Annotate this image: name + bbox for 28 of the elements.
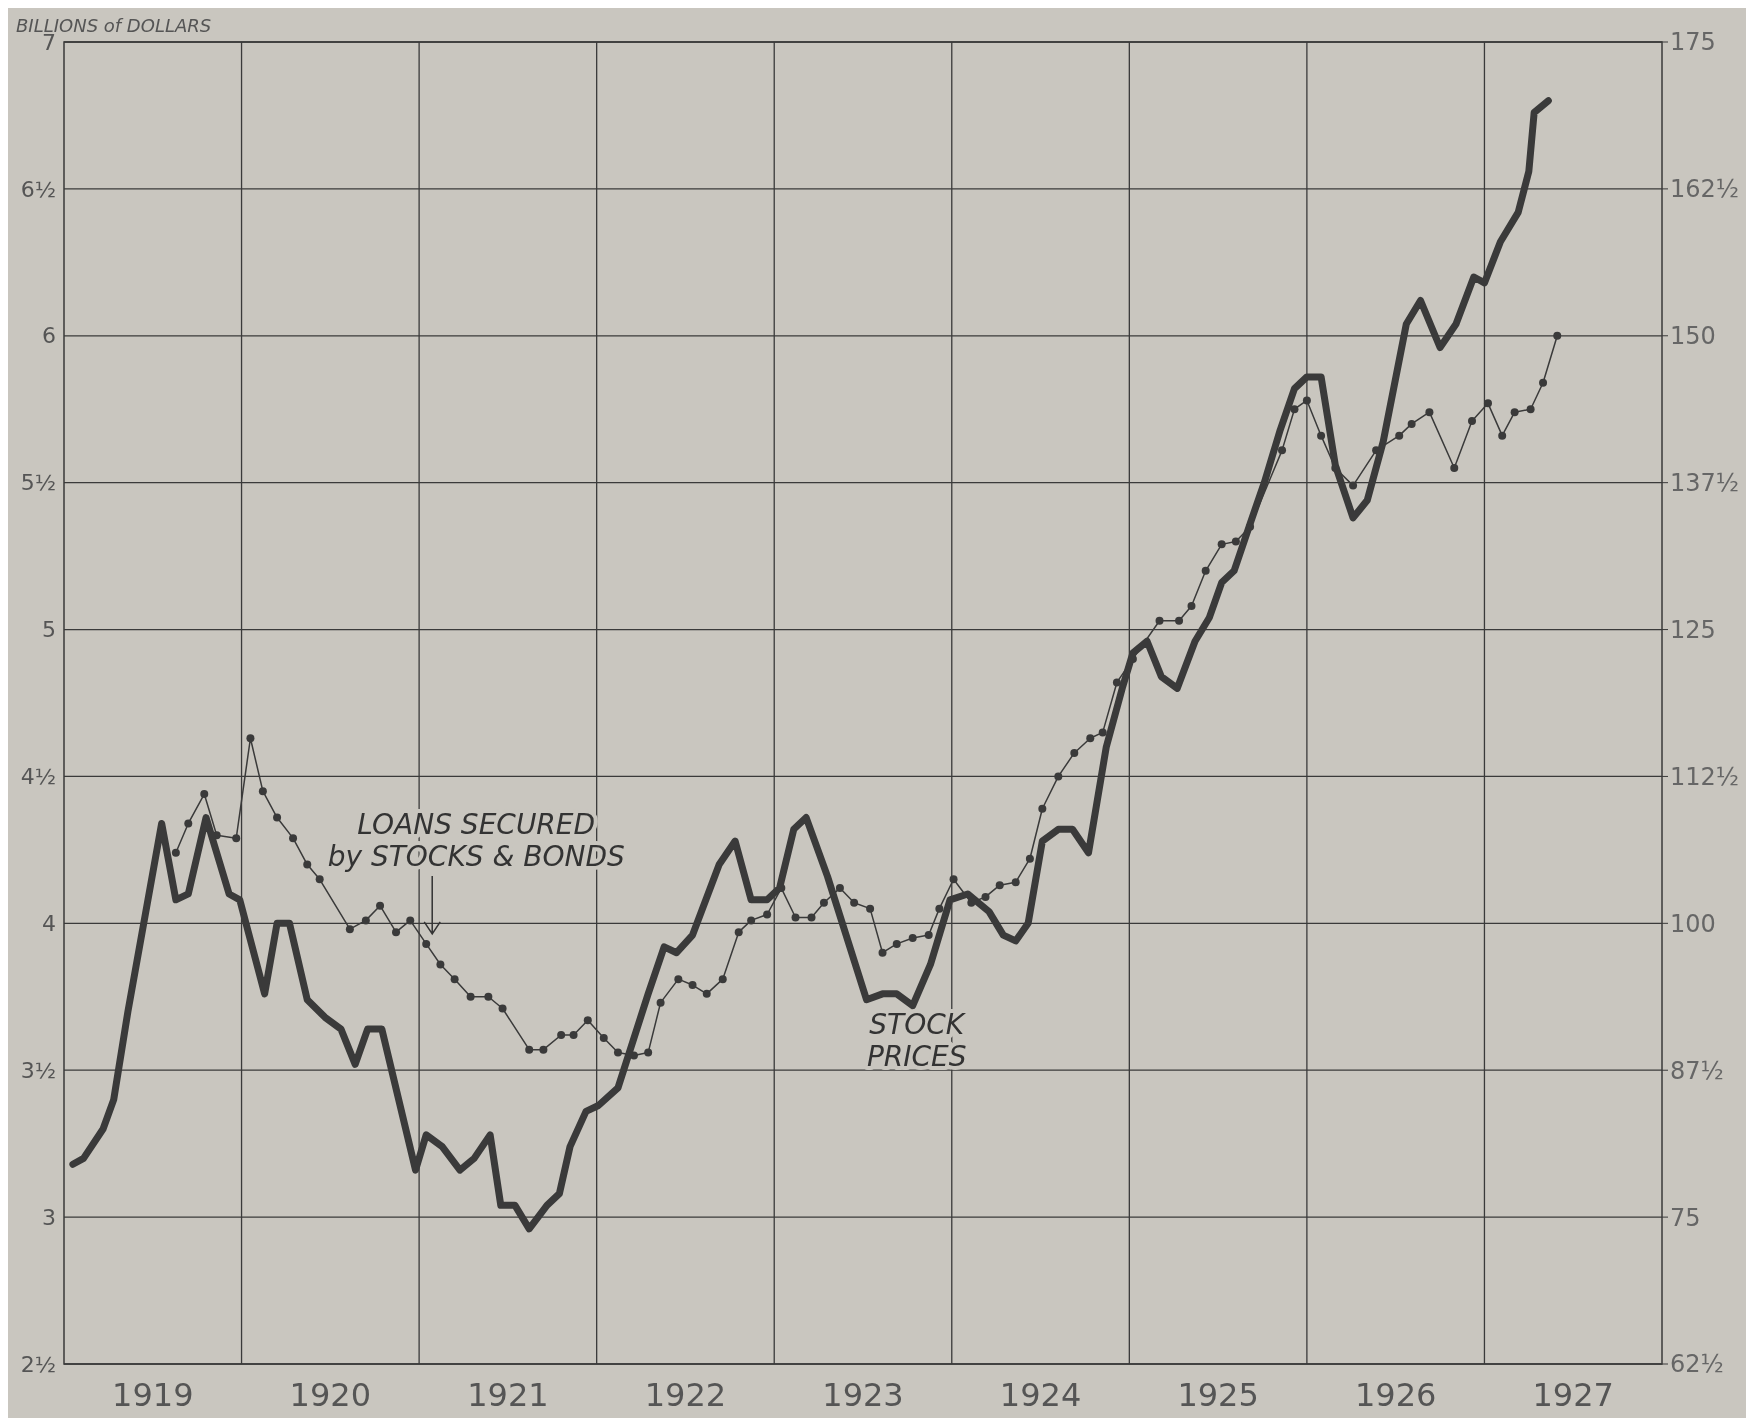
y2-tick-label: 162½ xyxy=(1670,175,1740,204)
y2-tick-label: 125 xyxy=(1670,615,1716,644)
x-tick-label: 1923 xyxy=(822,1376,904,1414)
y2-tick-label: 137½ xyxy=(1670,469,1740,498)
y2-tick-label: 112½ xyxy=(1670,762,1740,791)
y2-tick-label: 150 xyxy=(1670,322,1716,351)
y2-tick-label: 100 xyxy=(1670,909,1716,938)
y2-tick-label: 175 xyxy=(1670,28,1716,57)
x-tick-label: 1925 xyxy=(1177,1376,1259,1414)
y2-tick-label: 75 xyxy=(1670,1203,1701,1232)
y-tick-label: 5 xyxy=(42,617,56,643)
y-tick-label: 4 xyxy=(42,911,56,937)
x-tick-label: 1922 xyxy=(644,1376,727,1414)
x-tick-label: 1927 xyxy=(1532,1376,1614,1414)
x-tick-label: 1920 xyxy=(289,1376,372,1414)
x-tick-label: 1921 xyxy=(467,1376,549,1414)
y-tick-label: 4½ xyxy=(20,764,56,790)
y-tick-label: 6 xyxy=(42,323,56,349)
x-tick-label: 1924 xyxy=(999,1376,1082,1414)
y2-tick-label: 62½ xyxy=(1670,1350,1724,1379)
y-tick-label: 5½ xyxy=(20,470,56,496)
y-tick-label: 3 xyxy=(42,1204,56,1230)
x-tick-label: 1926 xyxy=(1354,1376,1437,1414)
x-tick-label: 1919 xyxy=(112,1376,194,1414)
y2-tick-label: 87½ xyxy=(1670,1056,1724,1085)
y-tick-label: 3½ xyxy=(20,1057,56,1083)
y-tick-label: 6½ xyxy=(20,176,56,202)
y-tick-label: 2½ xyxy=(20,1351,56,1377)
